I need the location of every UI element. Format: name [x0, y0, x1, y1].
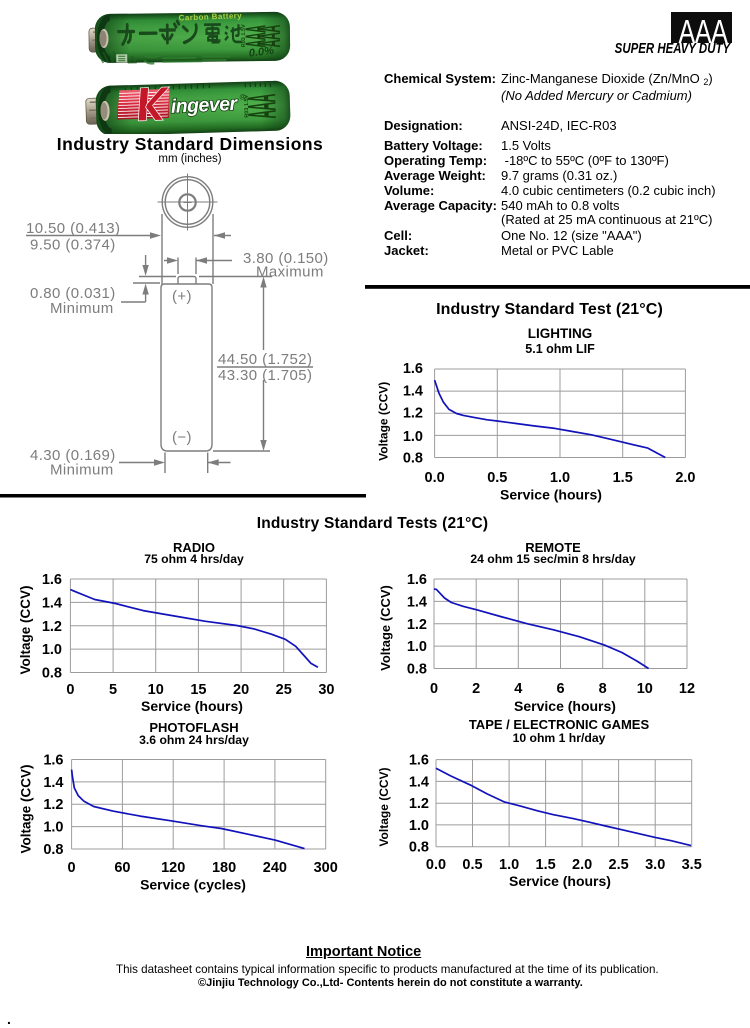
svg-text:Service (hours): Service (hours): [500, 487, 602, 503]
svg-text:0.5: 0.5: [487, 470, 507, 486]
svg-text:3.80 (0.150): 3.80 (0.150): [243, 250, 329, 267]
svg-text:1.4: 1.4: [409, 774, 429, 790]
svg-text:1.0: 1.0: [550, 470, 570, 486]
svg-text:1.6: 1.6: [42, 572, 62, 588]
svg-text:240: 240: [263, 860, 287, 876]
svg-text:0.0: 0.0: [425, 470, 445, 486]
svg-text:1.2: 1.2: [409, 796, 429, 812]
svg-text:60: 60: [114, 860, 130, 876]
svg-text:10.50 (0.413): 10.50 (0.413): [26, 220, 120, 237]
svg-text:0: 0: [68, 860, 76, 876]
svg-text:0: 0: [430, 681, 438, 697]
svg-text:1.6: 1.6: [407, 572, 427, 588]
svg-text:ingever: ingever: [170, 93, 239, 118]
svg-text:1.2: 1.2: [43, 797, 63, 813]
svg-text:0.8: 0.8: [407, 662, 427, 678]
svg-text:Service (hours): Service (hours): [514, 698, 616, 714]
svg-text:Service (cycles): Service (cycles): [140, 877, 246, 893]
svg-text:300: 300: [314, 860, 338, 876]
svg-text:1.6: 1.6: [409, 753, 429, 769]
svg-text:3.0: 3.0: [645, 857, 665, 873]
svg-text:12: 12: [679, 681, 695, 697]
svg-text:0.0: 0.0: [426, 857, 446, 873]
svg-text:180: 180: [212, 860, 236, 876]
svg-text:1.4: 1.4: [407, 594, 427, 610]
svg-text:30: 30: [318, 682, 334, 698]
svg-text:1.4: 1.4: [43, 775, 63, 791]
svg-text:1.4: 1.4: [42, 595, 62, 611]
svg-text:0.5: 0.5: [462, 857, 482, 873]
svg-text:1.0: 1.0: [43, 820, 63, 836]
svg-text:0.80 (0.031): 0.80 (0.031): [30, 285, 116, 302]
svg-text:Voltage (CCV): Voltage (CCV): [377, 382, 391, 461]
svg-text:1.0: 1.0: [409, 818, 429, 834]
svg-text:1.2: 1.2: [42, 619, 62, 635]
svg-text:Minimum: Minimum: [50, 300, 114, 317]
svg-text:2.0: 2.0: [572, 857, 592, 873]
svg-text:44.50 (1.752): 44.50 (1.752): [218, 351, 312, 368]
svg-text:Voltage (CCV): Voltage (CCV): [19, 764, 34, 853]
svg-text:20: 20: [233, 682, 249, 698]
svg-text:1.0: 1.0: [407, 639, 427, 655]
svg-text:AAA: AAA: [678, 14, 728, 43]
svg-text:43.30 (1.705): 43.30 (1.705): [218, 367, 312, 384]
svg-text:Voltage (CCV): Voltage (CCV): [378, 585, 393, 671]
svg-text:Carbon Battery: Carbon Battery: [179, 11, 243, 22]
svg-text:R03 1.5V: R03 1.5V: [241, 24, 247, 47]
svg-text:25: 25: [276, 682, 292, 698]
svg-text:1.6: 1.6: [403, 361, 423, 377]
svg-text:Maximum: Maximum: [256, 264, 324, 281]
svg-text:2: 2: [472, 681, 480, 697]
svg-text:120: 120: [161, 860, 185, 876]
svg-text:1.5: 1.5: [613, 470, 633, 486]
svg-text:1.6: 1.6: [43, 753, 63, 769]
svg-text:1.2: 1.2: [403, 406, 423, 422]
svg-text:0.0%: 0.0%: [248, 45, 275, 60]
svg-text:1.0: 1.0: [42, 642, 62, 658]
svg-text:1.0: 1.0: [403, 429, 423, 445]
svg-text:10: 10: [148, 682, 164, 698]
svg-text:0.8: 0.8: [409, 840, 429, 856]
svg-text:AAA: AAA: [253, 25, 286, 48]
svg-text:Service (hours): Service (hours): [509, 873, 611, 889]
svg-text:6: 6: [556, 681, 564, 697]
svg-text:R03 1.5V: R03 1.5V: [244, 94, 251, 117]
svg-text:0.8: 0.8: [43, 842, 63, 858]
svg-text:AAA: AAA: [239, 25, 272, 48]
svg-text:2.0: 2.0: [675, 470, 695, 486]
svg-text:0: 0: [66, 682, 74, 698]
svg-text:0.8: 0.8: [42, 666, 62, 682]
svg-text:®: ®: [240, 93, 246, 102]
svg-text:1.4: 1.4: [403, 383, 423, 399]
svg-text:Voltage (CCV): Voltage (CCV): [377, 767, 391, 846]
svg-text:1.0: 1.0: [499, 857, 519, 873]
svg-text:10: 10: [637, 681, 653, 697]
svg-text:4.30 (0.169): 4.30 (0.169): [30, 447, 116, 464]
svg-text:1.2: 1.2: [407, 617, 427, 633]
svg-text:(−): (−): [172, 429, 192, 446]
svg-text:3.5: 3.5: [682, 857, 702, 873]
svg-text:1.5: 1.5: [536, 857, 556, 873]
svg-text:0.8: 0.8: [403, 450, 423, 466]
svg-text:Minimum: Minimum: [50, 462, 114, 479]
svg-text:AAA: AAA: [240, 93, 285, 119]
svg-text:5: 5: [109, 682, 117, 698]
svg-text:15: 15: [190, 682, 206, 698]
svg-text:Voltage (CCV): Voltage (CCV): [18, 585, 33, 674]
svg-text:2.5: 2.5: [609, 857, 629, 873]
svg-text:Service (hours): Service (hours): [141, 698, 243, 714]
svg-text:8: 8: [599, 681, 607, 697]
svg-text:4: 4: [514, 681, 522, 697]
svg-text:9.50 (0.374): 9.50 (0.374): [30, 237, 116, 254]
svg-text:(+): (+): [172, 288, 192, 305]
